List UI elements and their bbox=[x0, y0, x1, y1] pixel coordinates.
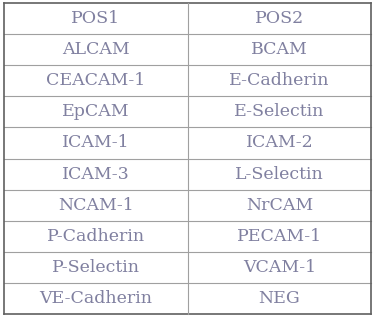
Text: NCAM-1: NCAM-1 bbox=[58, 197, 134, 214]
Text: P-Selectin: P-Selectin bbox=[52, 259, 140, 276]
Text: ICAM-3: ICAM-3 bbox=[62, 165, 129, 183]
Text: CEACAM-1: CEACAM-1 bbox=[46, 72, 145, 89]
Text: POS1: POS1 bbox=[71, 10, 120, 27]
Text: E-Selectin: E-Selectin bbox=[234, 103, 324, 120]
Text: L-Selectin: L-Selectin bbox=[235, 165, 324, 183]
Text: ALCAM: ALCAM bbox=[62, 41, 129, 58]
Text: POS2: POS2 bbox=[255, 10, 304, 27]
Text: PECAM-1: PECAM-1 bbox=[237, 228, 322, 245]
Text: EpCAM: EpCAM bbox=[62, 103, 129, 120]
Text: VCAM-1: VCAM-1 bbox=[243, 259, 316, 276]
Text: P-Cadherin: P-Cadherin bbox=[46, 228, 145, 245]
Text: BCAM: BCAM bbox=[251, 41, 308, 58]
Text: NrCAM: NrCAM bbox=[246, 197, 313, 214]
Text: NEG: NEG bbox=[258, 290, 300, 307]
Text: ICAM-2: ICAM-2 bbox=[246, 134, 313, 152]
Text: E-Cadherin: E-Cadherin bbox=[229, 72, 330, 89]
Text: VE-Cadherin: VE-Cadherin bbox=[39, 290, 152, 307]
Text: ICAM-1: ICAM-1 bbox=[62, 134, 129, 152]
